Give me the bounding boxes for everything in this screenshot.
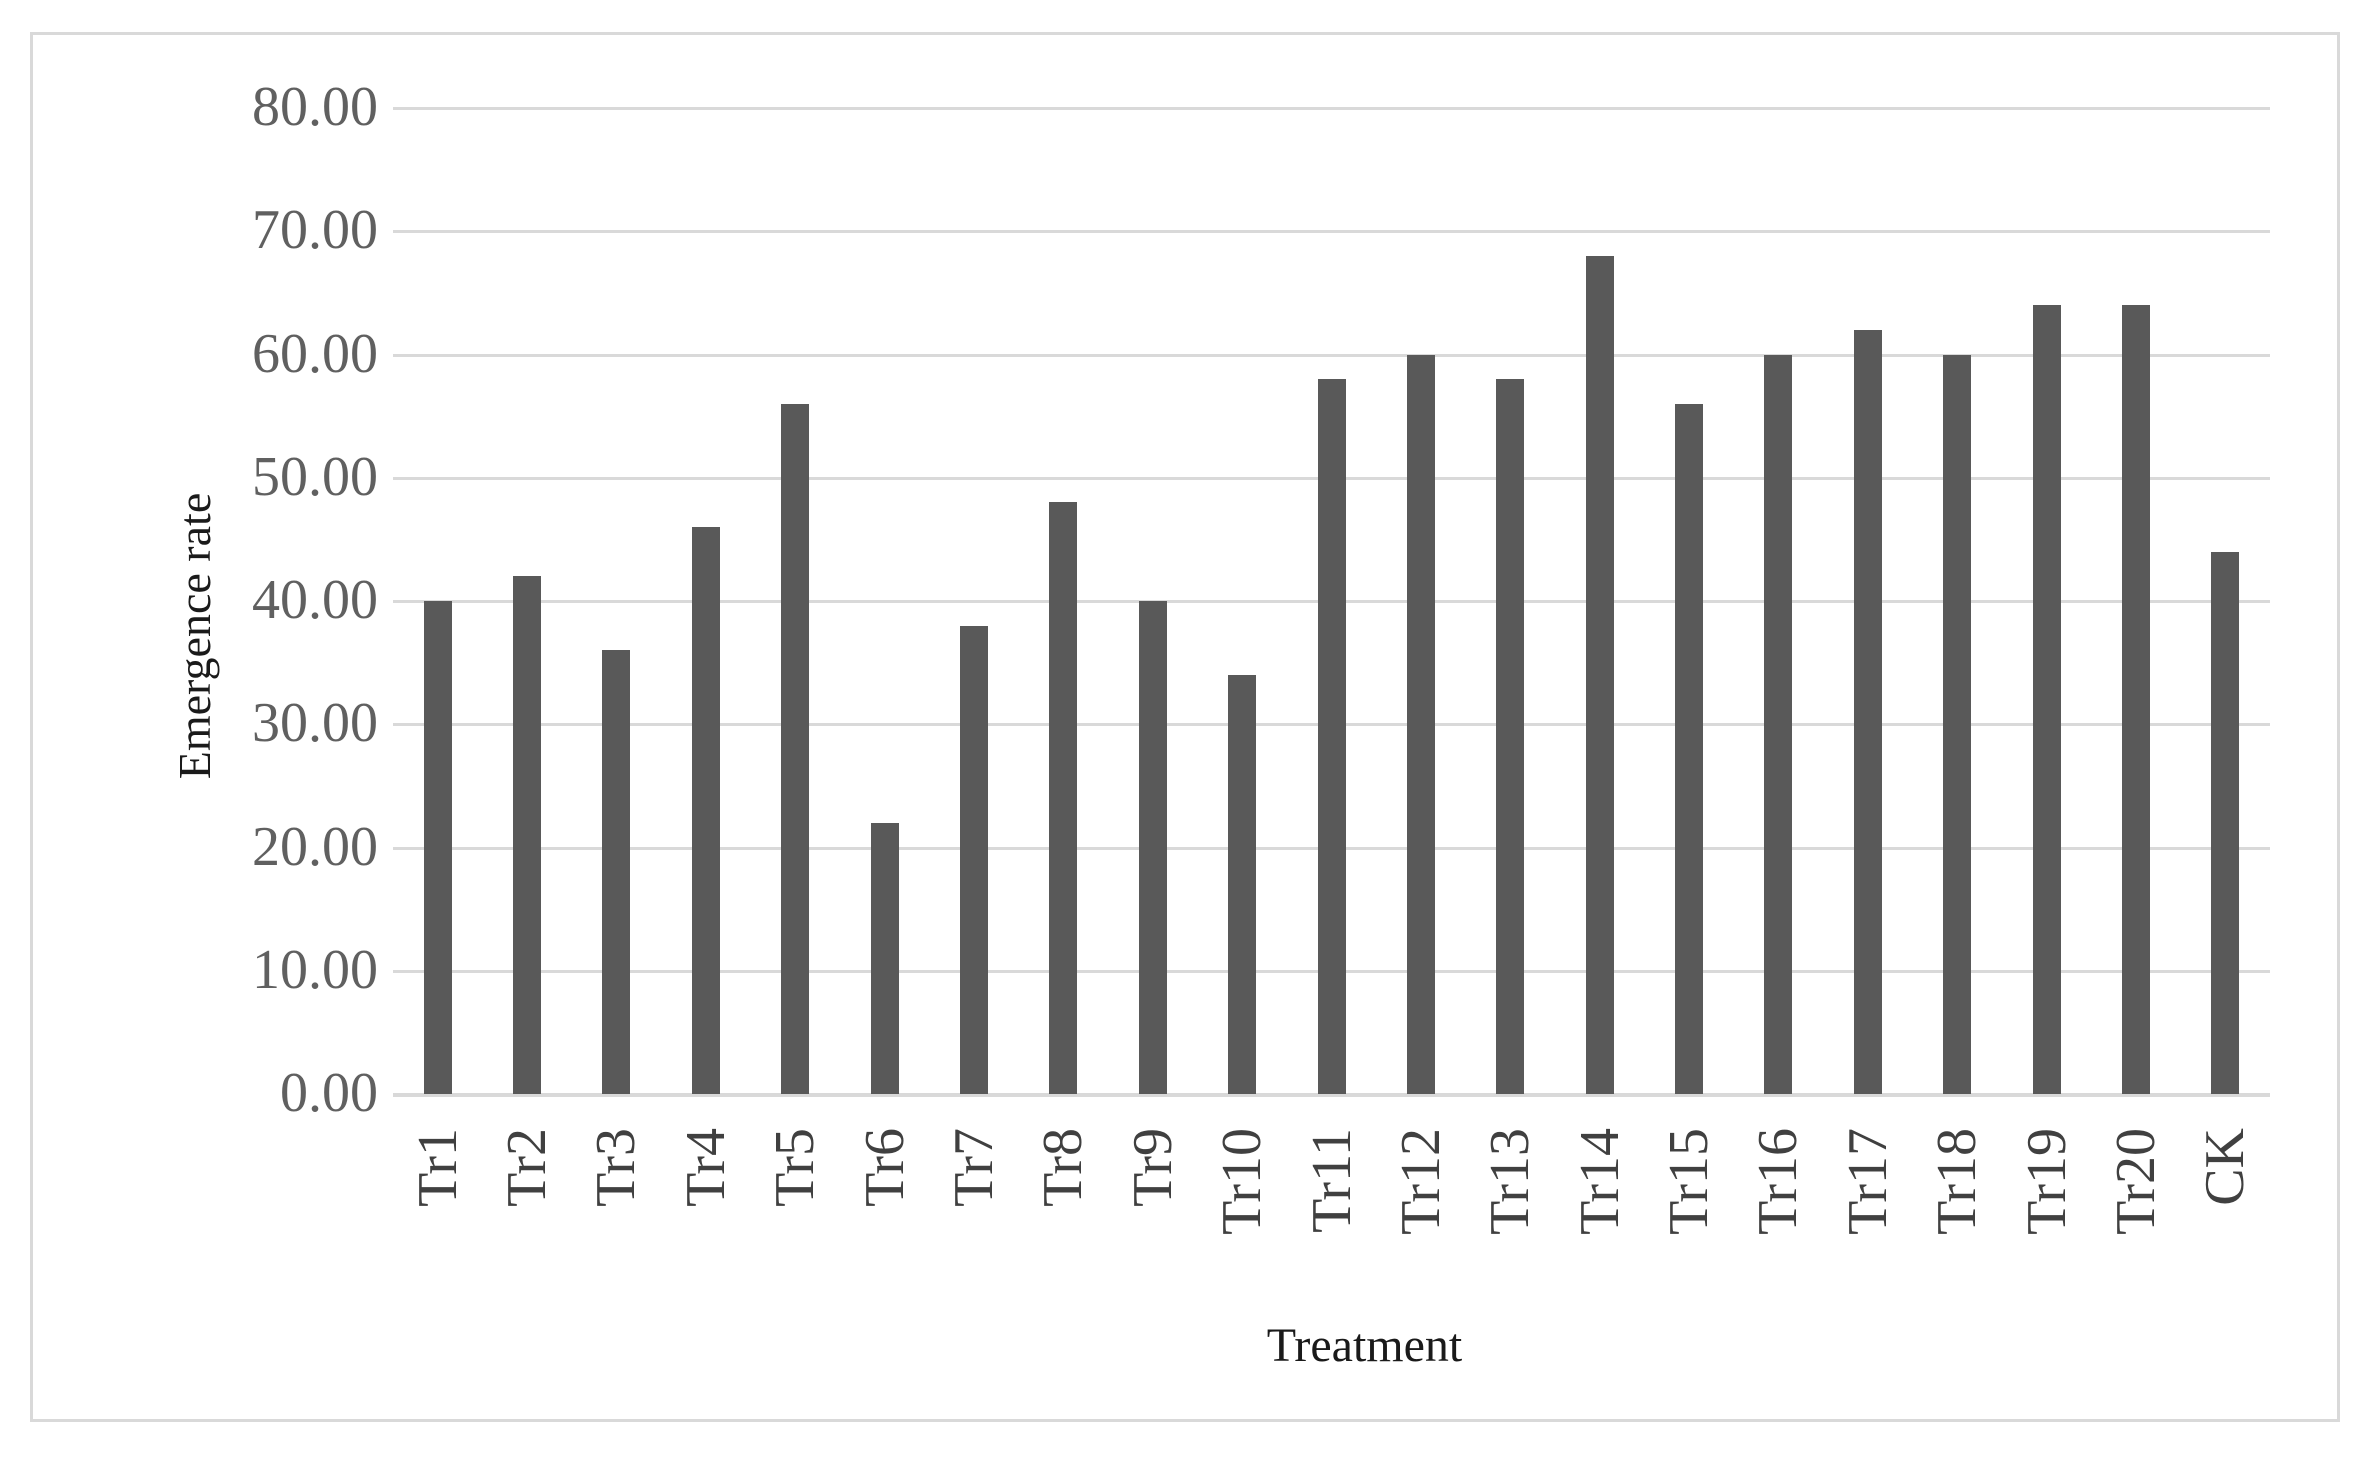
bar-Tr2: [513, 576, 542, 1094]
xtick-label-Tr15: Tr15: [1658, 1128, 1721, 1235]
xtick-label-Tr10: Tr10: [1211, 1128, 1274, 1235]
xtick-label-Tr1: Tr1: [406, 1128, 469, 1207]
ytick-label-80.00: 80.00: [252, 75, 378, 138]
ytick-label-70.00: 70.00: [252, 199, 378, 262]
xtick-label-Tr2: Tr2: [496, 1128, 559, 1207]
bar-Tr7: [959, 625, 988, 1094]
bar-Tr9: [1138, 601, 1167, 1094]
bar-CK: [2211, 551, 2240, 1094]
xtick-label-Tr16: Tr16: [1747, 1128, 1810, 1235]
xtick-label-Tr8: Tr8: [1032, 1128, 1095, 1207]
xtick-label-Tr14: Tr14: [1568, 1128, 1631, 1235]
figure-frame: 0.00 10.00 20.00 30.00 40.00 50.00 60.00 70.00 8…: [30, 32, 2340, 1422]
ytick-label-10.00: 10.00: [252, 938, 378, 1001]
bar-Tr3: [602, 650, 631, 1094]
bar-Tr19: [2032, 305, 2061, 1094]
x-axis-baseline: [393, 1093, 2270, 1097]
xtick-label-Tr5: Tr5: [764, 1128, 827, 1207]
bar-Tr5: [781, 403, 810, 1094]
xtick-label-Tr12: Tr12: [1389, 1128, 1452, 1235]
bar-Tr17: [1853, 329, 1882, 1094]
bar-Tr13: [1496, 379, 1525, 1094]
xtick-label-Tr20: Tr20: [2104, 1128, 2167, 1235]
bar-Tr8: [1049, 502, 1078, 1094]
xtick-label-Tr18: Tr18: [1926, 1128, 1989, 1235]
xtick-label-Tr7: Tr7: [942, 1128, 1005, 1207]
bar-Tr18: [1943, 354, 1972, 1094]
xtick-label-Tr11: Tr11: [1300, 1128, 1363, 1233]
plot-area: [393, 107, 2270, 1097]
gridline-70.00: [393, 230, 2270, 234]
bar-Tr11: [1317, 379, 1346, 1094]
bar-Tr10: [1228, 674, 1257, 1094]
bar-Tr1: [423, 601, 452, 1094]
xtick-label-Tr17: Tr17: [1836, 1128, 1899, 1235]
bar-Tr12: [1406, 354, 1435, 1094]
xtick-label-Tr13: Tr13: [1479, 1128, 1542, 1235]
ytick-label-20.00: 20.00: [252, 815, 378, 878]
ytick-label-60.00: 60.00: [252, 322, 378, 385]
xtick-label-CK: CK: [2194, 1128, 2257, 1206]
ytick-label-50.00: 50.00: [252, 445, 378, 508]
x-axis-title: Treatment: [1266, 1319, 1463, 1372]
bar-Tr15: [1675, 403, 1704, 1094]
y-axis-title: Emergence rate: [169, 492, 220, 780]
ytick-label-30.00: 30.00: [252, 692, 378, 755]
bar-Tr16: [1764, 354, 1793, 1094]
ytick-label-40.00: 40.00: [252, 568, 378, 631]
xtick-label-Tr4: Tr4: [674, 1128, 737, 1207]
bar-Tr4: [691, 527, 720, 1094]
xtick-label-Tr19: Tr19: [2015, 1128, 2078, 1235]
xtick-label-Tr3: Tr3: [585, 1128, 648, 1207]
bar-Tr6: [870, 822, 899, 1094]
bar-Tr20: [2121, 305, 2150, 1094]
gridline-60.00: [393, 353, 2270, 357]
bar-Tr14: [1585, 255, 1614, 1094]
ytick-label-0.00: 0.00: [280, 1061, 378, 1124]
xtick-label-Tr9: Tr9: [1121, 1128, 1184, 1207]
gridline-80.00: [393, 107, 2270, 110]
xtick-label-Tr6: Tr6: [853, 1128, 916, 1207]
